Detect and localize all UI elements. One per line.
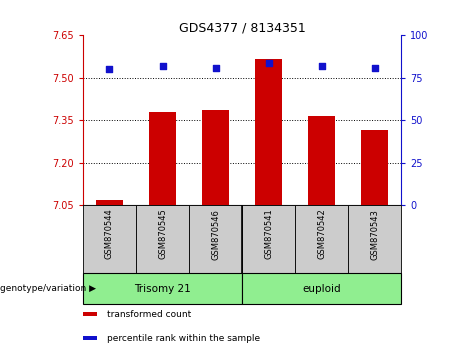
Point [159, 63, 166, 69]
Bar [83, 273, 242, 304]
Bar [83, 336, 97, 339]
Point [318, 63, 325, 69]
Text: euploid: euploid [302, 284, 341, 293]
Bar [242, 273, 401, 304]
Bar [83, 313, 97, 316]
Text: genotype/variation ▶: genotype/variation ▶ [0, 284, 96, 293]
Bar [202, 110, 229, 205]
Point [106, 67, 113, 72]
Text: GSM870545: GSM870545 [158, 209, 167, 259]
Bar [308, 116, 335, 205]
Point [265, 60, 272, 65]
Bar [361, 130, 388, 205]
Bar [255, 59, 282, 205]
Text: GSM870541: GSM870541 [264, 209, 273, 259]
Bar [149, 112, 176, 205]
Text: GSM870544: GSM870544 [105, 209, 114, 259]
Text: GSM870543: GSM870543 [370, 209, 379, 259]
Bar [348, 205, 401, 273]
Title: GDS4377 / 8134351: GDS4377 / 8134351 [179, 21, 305, 34]
Bar [136, 205, 189, 273]
Bar [189, 205, 242, 273]
Text: Trisomy 21: Trisomy 21 [134, 284, 191, 293]
Bar [242, 205, 295, 273]
Text: transformed count: transformed count [107, 310, 191, 319]
Text: GSM870542: GSM870542 [317, 209, 326, 259]
Bar [295, 205, 348, 273]
Text: percentile rank within the sample: percentile rank within the sample [107, 333, 260, 343]
Point [212, 65, 219, 70]
Bar [83, 205, 136, 273]
Text: GSM870546: GSM870546 [211, 209, 220, 259]
Point [371, 65, 378, 70]
Bar [96, 200, 123, 205]
